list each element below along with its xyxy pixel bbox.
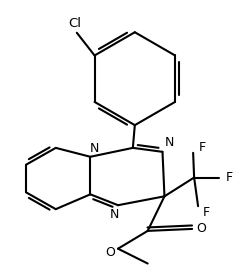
- Text: N: N: [109, 208, 119, 221]
- Text: F: F: [199, 141, 206, 154]
- Text: F: F: [226, 171, 233, 184]
- Text: O: O: [105, 246, 115, 259]
- Text: N: N: [90, 142, 99, 155]
- Text: F: F: [203, 206, 210, 219]
- Text: O: O: [196, 222, 206, 235]
- Text: Cl: Cl: [68, 17, 81, 30]
- Text: N: N: [165, 136, 174, 149]
